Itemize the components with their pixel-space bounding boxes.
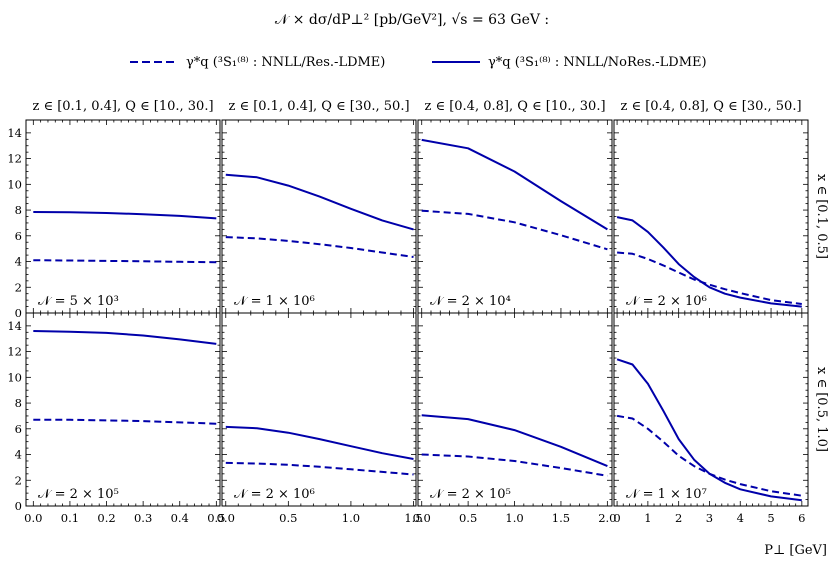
x-axis-label: P⊥ [GeV] [764, 543, 827, 558]
normalization-label: 𝒩 = 2 × 10⁶ [234, 487, 315, 502]
x-tick-label: 2.0 [598, 511, 616, 525]
series-line-solid [421, 414, 608, 468]
panel-frame [417, 312, 613, 507]
x-tick-label: 0.4 [171, 511, 189, 525]
x-tick-label: 0.2 [97, 511, 115, 525]
chart-panel: 𝒩 = 2 × 10⁴ [417, 119, 613, 314]
panel-frame [613, 312, 809, 507]
y-tick-label: 8 [15, 203, 22, 217]
series-line-solid [421, 138, 608, 231]
x-tick-label: 1.0 [342, 511, 360, 525]
legend-label-solid: γ*q (³S₁⁽⁸⁾ : NNLL/NoRes.-LDME) [488, 55, 707, 70]
row-label: x ∈ [0.1, 0.5] [814, 174, 829, 259]
normalization-label: 𝒩 = 1 × 10⁷ [626, 487, 707, 502]
x-tick-label: 3 [706, 511, 713, 525]
y-tick-label: 8 [15, 396, 22, 410]
y-tick-label: 0 [15, 306, 22, 320]
x-tick-label: 0.0 [24, 511, 42, 525]
panel-frame [417, 119, 613, 314]
panel-frame [613, 119, 809, 314]
column-label: z ∈ [0.1, 0.4], Q ∈ [30., 50.] [228, 99, 409, 114]
row-label: x ∈ [0.5, 1.0] [814, 367, 829, 452]
chart-panel: 0 2 4 6 8 10 12 14 0.0 0.1 0.2 0.3 0.4 0.5 𝒩 = 2 × 10⁵ [7, 312, 225, 525]
x-tick-label: 1.0 [505, 511, 523, 525]
series-line-dashed [421, 453, 608, 477]
series-line-solid [33, 211, 217, 220]
chart-panel: 𝒩 = 1 × 10⁶ [221, 119, 417, 314]
series-line-dashed [616, 414, 802, 497]
series-line-solid [33, 330, 217, 345]
row-labels: x ∈ [0.1, 0.5] x ∈ [0.5, 1.0] [814, 174, 829, 452]
chart-panel: 0.0 0.5 1.0 1.5 2.0 𝒩 = 2 × 10⁵ [413, 312, 617, 525]
series-line-dashed [225, 236, 414, 258]
y-tick-label: 14 [7, 319, 22, 333]
normalization-label: 𝒩 = 2 × 10⁵ [430, 487, 511, 502]
panel-frame [221, 119, 417, 314]
y-tick-label: 4 [15, 448, 22, 462]
x-tick-label: 0.3 [134, 511, 152, 525]
panel-frame [221, 312, 417, 507]
chart-panel: 0 1 2 3 4 5 6 𝒩 = 1 × 10⁷ [613, 312, 809, 525]
x-tick-label: 0 [613, 511, 620, 525]
normalization-label: 𝒩 = 2 × 10⁵ [38, 487, 119, 502]
column-labels: z ∈ [0.1, 0.4], Q ∈ [10., 30.] z ∈ [0.1, … [32, 99, 801, 114]
normalization-label: 𝒩 = 5 × 10³ [38, 294, 119, 309]
panel-frame [25, 312, 221, 507]
series-line-dashed [617, 251, 802, 305]
series-line-solid [225, 173, 414, 231]
series-line-solid [616, 216, 802, 308]
x-tick-label: 4 [737, 511, 744, 525]
y-tick-label: 12 [7, 152, 22, 166]
chart-panel: 0.0 0.5 1.0 1.5 𝒩 = 2 × 10⁶ [217, 312, 423, 525]
column-label: z ∈ [0.4, 0.8], Q ∈ [30., 50.] [620, 99, 801, 114]
chart-title: 𝒩 × dσ/dP⊥² [pb/GeV²], √s = 63 GeV : [275, 12, 549, 28]
legend-label-dashed: γ*q (³S₁⁽⁸⁾ : NNLL/Res.-LDME) [186, 55, 385, 70]
y-tick-label: 2 [15, 473, 22, 487]
series-line-dashed [421, 209, 608, 251]
x-tick-label: 1.5 [404, 511, 422, 525]
y-tick-label: 14 [7, 126, 22, 140]
series-line-solid [225, 425, 414, 460]
series-line-solid [616, 358, 802, 502]
normalization-label: 𝒩 = 2 × 10⁴ [430, 294, 511, 309]
normalization-label: 𝒩 = 2 × 10⁶ [626, 294, 707, 309]
y-tick-label: 12 [7, 345, 22, 359]
x-tick-label: 2 [675, 511, 682, 525]
series-line-dashed [225, 461, 414, 476]
column-label: z ∈ [0.1, 0.4], Q ∈ [10., 30.] [32, 99, 213, 114]
legend: γ*q (³S₁⁽⁸⁾ : NNLL/Res.-LDME) γ*q (³S₁⁽⁸⁾… [130, 55, 707, 70]
x-tick-label: 0.5 [459, 511, 477, 525]
normalization-label: 𝒩 = 1 × 10⁶ [234, 294, 315, 309]
x-tick-label: 0.0 [217, 511, 235, 525]
x-tick-label: 0.0 [413, 511, 431, 525]
series-line-dashed [33, 418, 217, 425]
y-tick-label: 4 [15, 255, 22, 269]
y-tick-label: 6 [15, 422, 22, 436]
x-tick-label: 0.5 [207, 511, 225, 525]
x-tick-label: 6 [798, 511, 805, 525]
y-tick-label: 10 [7, 370, 22, 384]
y-tick-label: 2 [15, 280, 22, 294]
y-tick-label: 0 [15, 499, 22, 513]
x-tick-label: 1 [644, 511, 651, 525]
series-line-dashed [33, 259, 217, 264]
chart-panel: 0 2 4 6 8 10 12 14 𝒩 = 5 × 10³ [7, 119, 221, 320]
x-tick-label: 1.5 [552, 511, 570, 525]
chart-panel: 𝒩 = 2 × 10⁶ [613, 119, 809, 314]
x-tick-label: 0.1 [61, 511, 79, 525]
x-tick-label: 0.5 [279, 511, 297, 525]
y-tick-label: 10 [7, 177, 22, 191]
y-tick-label: 6 [15, 229, 22, 243]
column-label: z ∈ [0.4, 0.8], Q ∈ [10., 30.] [424, 99, 605, 114]
x-tick-label: 5 [767, 511, 774, 525]
